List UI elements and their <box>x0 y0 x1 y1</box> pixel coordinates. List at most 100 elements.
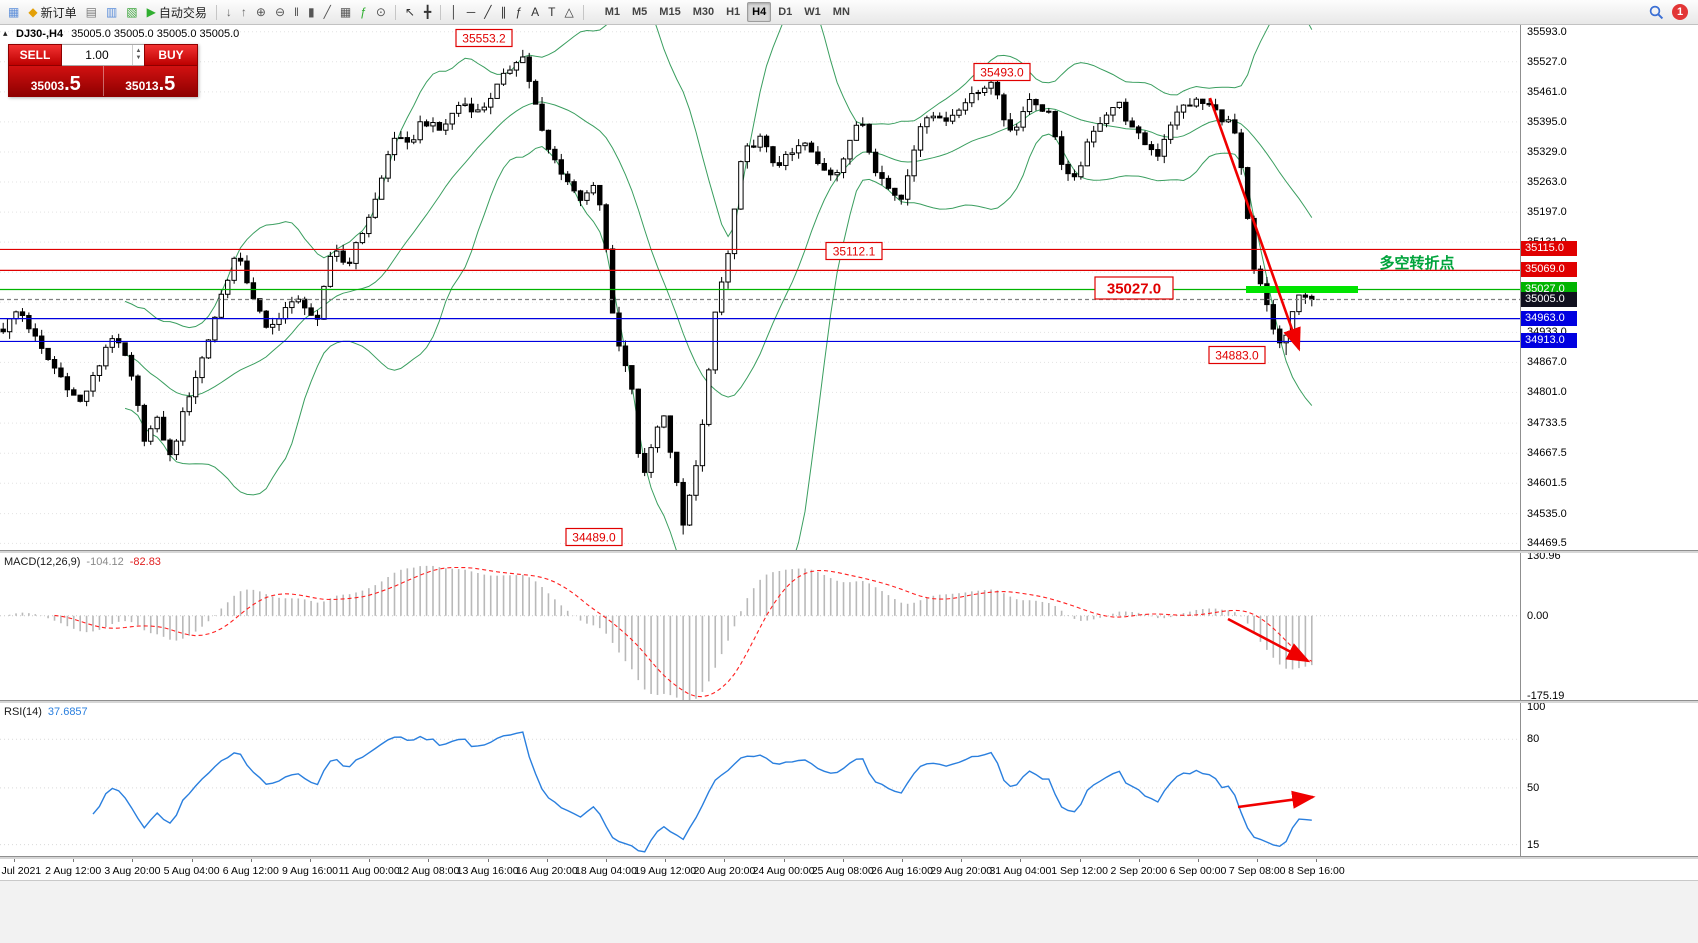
new-order-button[interactable]: ◆ 新订单 <box>24 1 80 23</box>
candlestick-chart-icon[interactable]: ▮ <box>304 1 319 23</box>
indicators-icon[interactable]: ƒ <box>356 1 371 23</box>
axis-label: 15 <box>1527 838 1540 851</box>
search-icon[interactable] <box>1649 5 1664 20</box>
time-tick <box>783 858 785 862</box>
pivot-annotation-text: 多空转折点 <box>1379 255 1455 272</box>
channel-icon[interactable]: ∥ <box>496 1 510 23</box>
ohlc-values: 35005.0 35005.0 35005.0 35005.0 <box>71 28 240 40</box>
svg-text:35027.0: 35027.0 <box>1107 280 1161 297</box>
terminal-icon[interactable]: ▦ <box>4 1 23 23</box>
rsi-value: 37.6857 <box>47 706 88 718</box>
time-tick <box>724 858 726 862</box>
volume-field: ▲ ▼ <box>62 44 144 66</box>
one-click-collapse-icon[interactable]: ▴ <box>3 28 8 38</box>
macd-indicator-label: MACD(12,26,9) -104.12 -82.83 <box>4 556 161 568</box>
rsi-panel-chart[interactable] <box>0 702 1520 856</box>
buy-price-pips: .5 <box>158 73 176 95</box>
tile-windows-icon-glyph: ▦ <box>339 5 352 19</box>
spinner-down-icon[interactable]: ▼ <box>135 55 142 61</box>
time-tick <box>428 858 430 862</box>
time-tick <box>1079 858 1081 862</box>
text-icon-glyph: A <box>531 5 540 19</box>
timeframe-m5-button[interactable]: M5 <box>632 6 648 18</box>
macd-panel-chart[interactable] <box>0 552 1520 700</box>
svg-text:35112.1: 35112.1 <box>833 244 876 258</box>
notification-badge[interactable]: 1 <box>1672 4 1688 20</box>
axis-label: 35263.0 <box>1527 176 1567 189</box>
time-tick <box>1257 858 1259 862</box>
market-watch-icon[interactable]: ▥ <box>102 1 121 23</box>
price-tag-35115: 35115.0 <box>1521 241 1577 257</box>
timeframe-w1-button[interactable]: W1 <box>804 6 821 18</box>
line-chart-icon[interactable]: ╱ <box>320 1 335 23</box>
time-axis-label: 29 Aug 20:00 <box>930 865 993 877</box>
price-tag-35069: 35069.0 <box>1521 262 1577 278</box>
time-tick <box>369 858 371 862</box>
rsi-title: RSI(14) <box>4 706 42 718</box>
time-tick <box>1198 858 1199 862</box>
navigator-icon[interactable]: ▧ <box>122 1 141 23</box>
crosshair-icon[interactable]: ╋ <box>420 1 435 23</box>
trendline-icon-glyph: ╱ <box>484 5 492 19</box>
time-axis-label: 6 Sep 00:00 <box>1169 865 1227 877</box>
timeframe-m30-button[interactable]: M30 <box>692 6 715 18</box>
tile-windows-icon[interactable]: ▦ <box>336 1 355 23</box>
fibonacci-icon[interactable]: ƒ <box>511 1 526 23</box>
toolbar-right: 1 <box>1649 4 1694 20</box>
one-click-trading-panel: SELL ▲ ▼ BUY 35003.5 35013.5 <box>8 44 198 97</box>
buy-button[interactable]: BUY <box>144 44 198 66</box>
timeframe-toolbar: M1 M5 M15 M30 H1 H4 D1 W1 MN <box>600 2 855 22</box>
indicators-icon-glyph: ƒ <box>360 5 367 19</box>
step-chart-down-icon[interactable]: ↓ <box>222 1 236 23</box>
timeframe-h1-button[interactable]: H1 <box>726 6 741 18</box>
time-axis-label: 16 Aug 20:00 <box>515 865 578 877</box>
time-axis-label: 2 Aug 12:00 <box>45 865 102 877</box>
autotrading-button[interactable]: ▶ 自动交易 <box>143 1 211 23</box>
axis-label: 130.96 <box>1527 550 1561 563</box>
candlestick-chart-icon-glyph: ▮ <box>307 5 315 19</box>
time-tick <box>310 858 311 862</box>
vertical-line-icon-glyph: │ <box>450 5 458 19</box>
timeframe-h4-button[interactable]: H4 <box>747 2 772 22</box>
time-axis-label: 11 Aug 00:00 <box>338 865 400 877</box>
horizontal-line-icon[interactable]: ─ <box>463 1 480 23</box>
step-chart-up-icon[interactable]: ↑ <box>237 1 251 23</box>
spinner-up-icon[interactable]: ▲ <box>135 48 142 54</box>
svg-text:34489.0: 34489.0 <box>572 530 616 544</box>
timeframe-d1-button[interactable]: D1 <box>778 6 793 18</box>
axis-label: 34867.0 <box>1527 356 1567 369</box>
level-lines <box>0 248 1520 343</box>
time-axis-label: 7 Sep 08:00 <box>1228 865 1286 877</box>
sell-button[interactable]: SELL <box>8 44 62 66</box>
cursor-icon[interactable]: ↖ <box>401 1 419 23</box>
sell-price-pips: .5 <box>64 73 81 95</box>
buy-price[interactable]: 35013.5 <box>103 66 197 96</box>
candlestick-chart[interactable]: 35553.2 35493.0 35112.1 35027.0 34883.0 34489… <box>0 24 1520 550</box>
panel-splitter-rsi[interactable] <box>0 700 1698 703</box>
shapes-icon[interactable]: △ <box>561 1 578 23</box>
trendline-icon[interactable]: ╱ <box>480 1 495 23</box>
time-tick <box>1020 858 1022 862</box>
sell-price[interactable]: 35003.5 <box>9 66 104 96</box>
zoom-in-icon[interactable]: ⊕ <box>252 1 270 23</box>
axis-label: 50 <box>1527 781 1540 794</box>
profiles-icon[interactable]: ▤ <box>82 1 101 23</box>
trend-arrow-macd <box>1227 617 1311 663</box>
axis-label: 80 <box>1527 733 1540 746</box>
vertical-line-icon[interactable]: │ <box>446 1 462 23</box>
time-axis-label: 13 Aug 16:00 <box>456 865 519 877</box>
axis-label: 100 <box>1527 700 1546 713</box>
volume-spinner[interactable]: ▲ ▼ <box>131 45 144 65</box>
text-icon[interactable]: A <box>527 1 543 23</box>
period-clock-icon[interactable]: ⊙ <box>372 1 390 23</box>
step-chart-down-icon-glyph: ↓ <box>225 5 232 19</box>
panel-splitter-macd[interactable] <box>0 550 1698 553</box>
timeframe-m1-button[interactable]: M1 <box>604 6 621 18</box>
volume-input[interactable] <box>62 45 132 65</box>
timeframe-m15-button[interactable]: M15 <box>659 6 681 18</box>
zoom-out-icon[interactable]: ⊖ <box>271 1 289 23</box>
label-icon[interactable]: T <box>544 1 559 23</box>
timeframe-mn-button[interactable]: MN <box>832 6 850 18</box>
bars-chart-icon[interactable]: ‖ <box>290 1 303 23</box>
price-tag-34913: 34913.0 <box>1521 333 1577 349</box>
